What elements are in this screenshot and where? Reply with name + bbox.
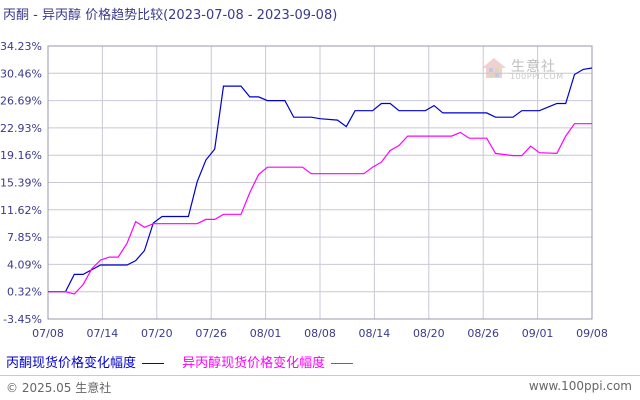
y-tick-label: -3.45% <box>3 313 42 326</box>
plot-frame <box>47 45 593 320</box>
footer-site-link[interactable]: www.100ppi.com <box>528 379 632 393</box>
y-tick-label: 0.32% <box>7 286 42 299</box>
legend-swatch-series1 <box>142 363 165 364</box>
y-tick-label: 15.39% <box>0 177 42 190</box>
legend-label-series1: 丙酮现货价格变化幅度 <box>6 356 137 371</box>
footer-divider <box>0 375 640 376</box>
x-tick-label: 07/14 <box>87 327 119 340</box>
y-tick-label: 7.85% <box>7 231 42 244</box>
y-tick-label: 22.93% <box>0 122 42 135</box>
x-tick-label: 08/14 <box>359 327 391 340</box>
chart-title: 丙酮 - 异丙醇 价格趋势比较(2023-07-08 - 2023-09-08) <box>3 4 337 23</box>
series-line-2 <box>48 123 592 295</box>
x-tick-label: 07/08 <box>32 327 64 340</box>
y-tick-label: 30.46% <box>0 67 42 80</box>
x-tick-label: 08/01 <box>250 327 282 340</box>
legend-item-series2: 异丙醇现货价格变化幅度 <box>182 352 354 371</box>
watermark-brand: 生意社 <box>511 59 556 75</box>
watermark-site: 100PPI.COM <box>510 72 564 81</box>
y-tick-label: 34.23% <box>0 40 42 53</box>
legend-swatch-series2 <box>331 363 354 364</box>
series-line-1 <box>48 67 593 293</box>
y-tick-label: 26.69% <box>0 95 42 108</box>
x-tick-label: 08/08 <box>304 327 336 340</box>
x-tick-label: 09/01 <box>522 327 554 340</box>
x-tick-label: 07/20 <box>141 327 173 340</box>
x-tick-label: 08/20 <box>413 327 445 340</box>
x-tick-label: 07/26 <box>195 327 227 340</box>
footer-copyright: © 2025.05 生意社 <box>6 381 112 395</box>
chart-legend: 丙酮现货价格变化幅度 异丙醇现货价格变化幅度 <box>6 352 367 371</box>
legend-label-series2: 异丙醇现货价格变化幅度 <box>182 356 326 371</box>
y-tick-label: 11.62% <box>0 204 42 217</box>
x-tick-label: 08/26 <box>467 327 499 340</box>
legend-item-series1: 丙酮现货价格变化幅度 <box>6 352 165 371</box>
y-tick-label: 19.16% <box>0 149 42 162</box>
chart-title-main: 丙酮 - 异丙醇 价格趋势比较 <box>3 8 164 23</box>
chart-title-range: (2023-07-08 - 2023-09-08) <box>163 8 338 23</box>
x-tick-label: 09/08 <box>576 327 608 340</box>
y-tick-label: 4.09% <box>7 258 42 271</box>
